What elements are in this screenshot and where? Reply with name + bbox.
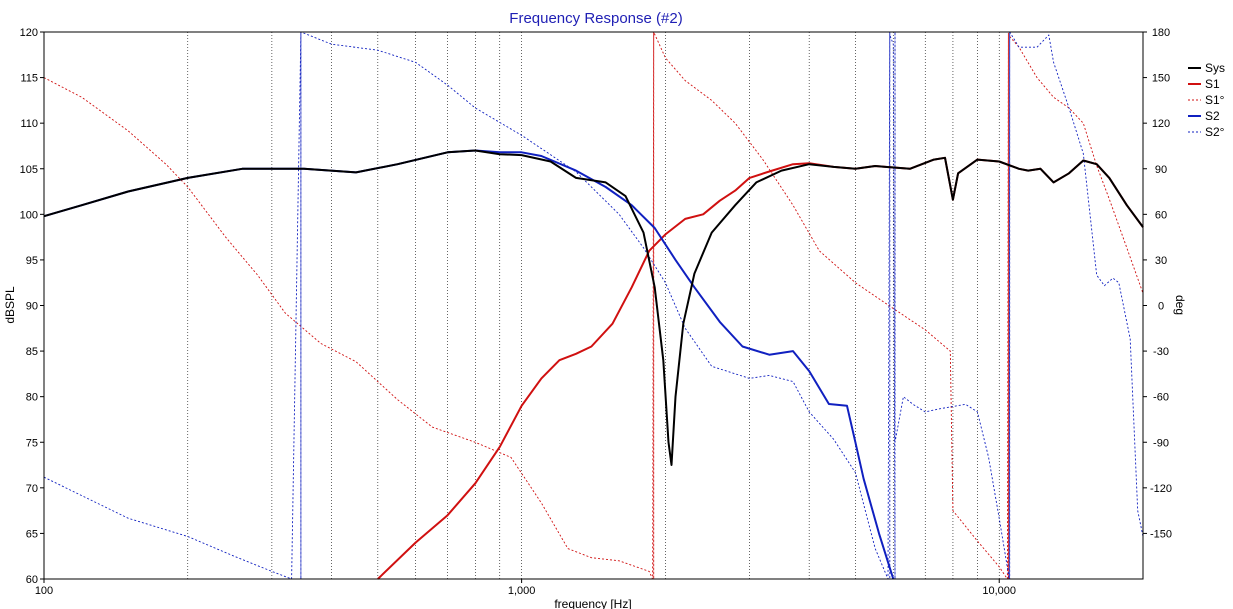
- series-line-sys: [43, 149, 1144, 466]
- y-tick-label: 75: [26, 437, 38, 449]
- series-line-s1-phase: [43, 31, 1144, 580]
- x-tick-label: 10,000: [982, 585, 1016, 597]
- series-line-s2-phase: [43, 31, 1144, 580]
- y-tick-label: 60: [26, 574, 38, 586]
- y2-tick-label: -30: [1153, 346, 1169, 358]
- y-tick-label: 115: [20, 73, 38, 85]
- series-layer: [43, 31, 1144, 580]
- y2-tick-label: -60: [1153, 392, 1169, 404]
- y-tick-label: 95: [26, 255, 38, 267]
- legend-label: Sys: [1205, 61, 1225, 75]
- x-tick-label: 1,000: [508, 585, 536, 597]
- y2-tick-label: 30: [1155, 255, 1167, 267]
- legend-label: S2°: [1205, 125, 1225, 139]
- y-tick-label: 90: [26, 301, 38, 313]
- x-axis-title: frequency [Hz]: [554, 597, 631, 609]
- y2-axis-title: deg: [1173, 295, 1187, 315]
- x-tick-label: 100: [35, 585, 53, 597]
- y2-tick-label: 120: [1152, 118, 1170, 130]
- y-tick-label: 65: [26, 528, 38, 540]
- y-tick-label: 120: [20, 27, 38, 39]
- legend: Sys S1 S1° S2 S2°: [1188, 61, 1225, 139]
- y2-tick-label: 0: [1158, 301, 1164, 313]
- legend-label: S1: [1205, 77, 1220, 91]
- x-tick-labels: 100 1,000 10,000: [35, 579, 1016, 597]
- y-tick-label: 85: [26, 346, 38, 358]
- y-tick-labels: 60 65 70 75 80 85 90 95 100 105 110 115 120: [20, 27, 44, 586]
- y2-tick-label: 60: [1155, 209, 1167, 221]
- y2-tick-label: 180: [1152, 27, 1170, 39]
- y2-tick-label: 90: [1155, 164, 1167, 176]
- y-tick-label: 105: [20, 164, 38, 176]
- chart-title: Frequency Response (#2): [509, 10, 682, 27]
- y-axis-title: dBSPL: [3, 286, 17, 324]
- y-tick-label: 80: [26, 392, 38, 404]
- y2-tick-label: -120: [1150, 483, 1172, 495]
- legend-label: S2: [1205, 109, 1220, 123]
- y-tick-label: 100: [20, 209, 38, 221]
- y2-tick-labels: -150 -120 -90 -60 -30 0 30 60 90 120 150 180: [1143, 27, 1172, 540]
- y2-tick-label: -90: [1153, 437, 1169, 449]
- y-tick-label: 70: [26, 483, 38, 495]
- y2-tick-label: 150: [1152, 73, 1170, 85]
- y-tick-label: 110: [20, 118, 38, 130]
- y2-tick-label: -150: [1150, 528, 1172, 540]
- legend-label: S1°: [1205, 93, 1225, 107]
